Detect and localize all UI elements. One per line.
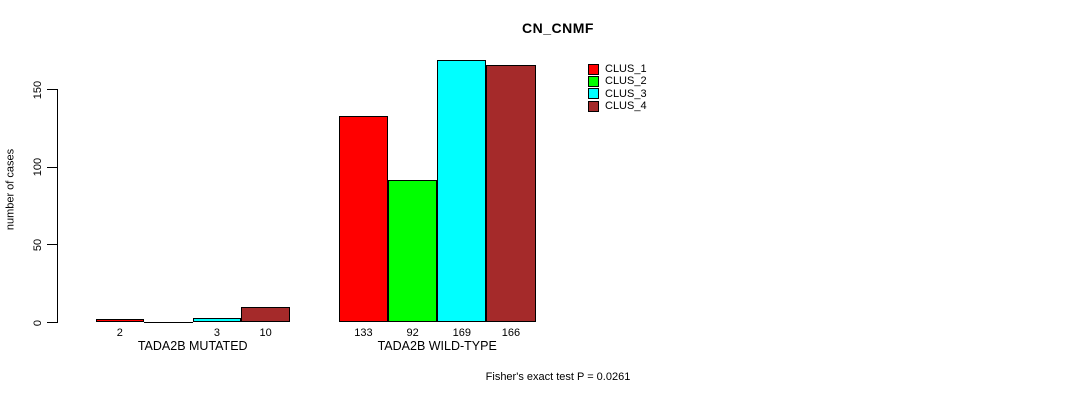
legend-swatch-clus-1: [588, 63, 599, 75]
bar-value-label-clus-4-tada2b-mutated: 10: [259, 327, 272, 339]
y-tick-label-100: 100: [32, 157, 44, 177]
bar-clus-3-tada2b-wild-type: [437, 59, 487, 323]
legend-label-clus-3: CLUS_3: [605, 87, 647, 100]
legend-label-clus-1: CLUS_1: [605, 63, 647, 76]
group-label-tada2b-wild-type: TADA2B WILD-TYPE: [377, 339, 497, 353]
y-tick-label-150: 150: [32, 80, 44, 99]
legend-swatch-clus-3: [588, 88, 599, 100]
bar-clus-4-tada2b-wild-type: [486, 64, 536, 323]
y-tick-150: [47, 89, 57, 90]
legend-row-clus-1: CLUS_1: [588, 63, 647, 75]
legend-row-clus-3: CLUS_3: [588, 88, 647, 100]
legend-label-clus-4: CLUS_4: [605, 100, 647, 113]
bar-clus-3-tada2b-mutated: [192, 317, 242, 323]
bar-value-label-clus-1-tada2b-wild-type: 133: [354, 327, 373, 339]
y-axis-label: number of cases: [4, 148, 17, 231]
bar-clus-1-tada2b-wild-type: [338, 115, 388, 323]
bar-clus-2-tada2b-wild-type: [388, 179, 438, 323]
legend-swatch-clus-4: [588, 100, 599, 112]
y-tick-50: [47, 244, 57, 246]
bar-value-label-clus-3-tada2b-wild-type: 169: [452, 327, 471, 339]
bar-clus-4-tada2b-mutated: [241, 306, 290, 323]
chart-title: CN_CNMF: [522, 20, 594, 36]
y-tick-label-50: 50: [32, 238, 44, 251]
bar-value-label-clus-3-tada2b-mutated: 3: [213, 327, 221, 339]
annotation-text: Fisher's exact test P = 0.0261: [485, 371, 631, 383]
group-label-tada2b-mutated: TADA2B MUTATED: [137, 339, 248, 353]
bar-clus-1-tada2b-mutated: [95, 319, 145, 323]
y-tick-label-0: 0: [32, 319, 44, 326]
legend-row-clus-4: CLUS_4: [588, 100, 647, 112]
bar-value-label-clus-2-tada2b-wild-type: 92: [406, 327, 419, 339]
bar-value-label-clus-1-tada2b-mutated: 2: [116, 327, 123, 339]
y-axis-line: [57, 89, 58, 323]
legend-swatch-clus-2: [588, 75, 599, 87]
legend-label-clus-2: CLUS_2: [605, 75, 647, 88]
bar-value-label-clus-4-tada2b-wild-type: 166: [501, 327, 521, 339]
y-tick-0: [47, 322, 57, 323]
legend-row-clus-2: CLUS_2: [588, 75, 647, 87]
bar-clus-2-tada2b-mutated: [144, 321, 193, 323]
y-tick-100: [47, 166, 57, 168]
legend: CLUS_1 CLUS_2 CLUS_3 CLUS_4: [588, 63, 647, 112]
